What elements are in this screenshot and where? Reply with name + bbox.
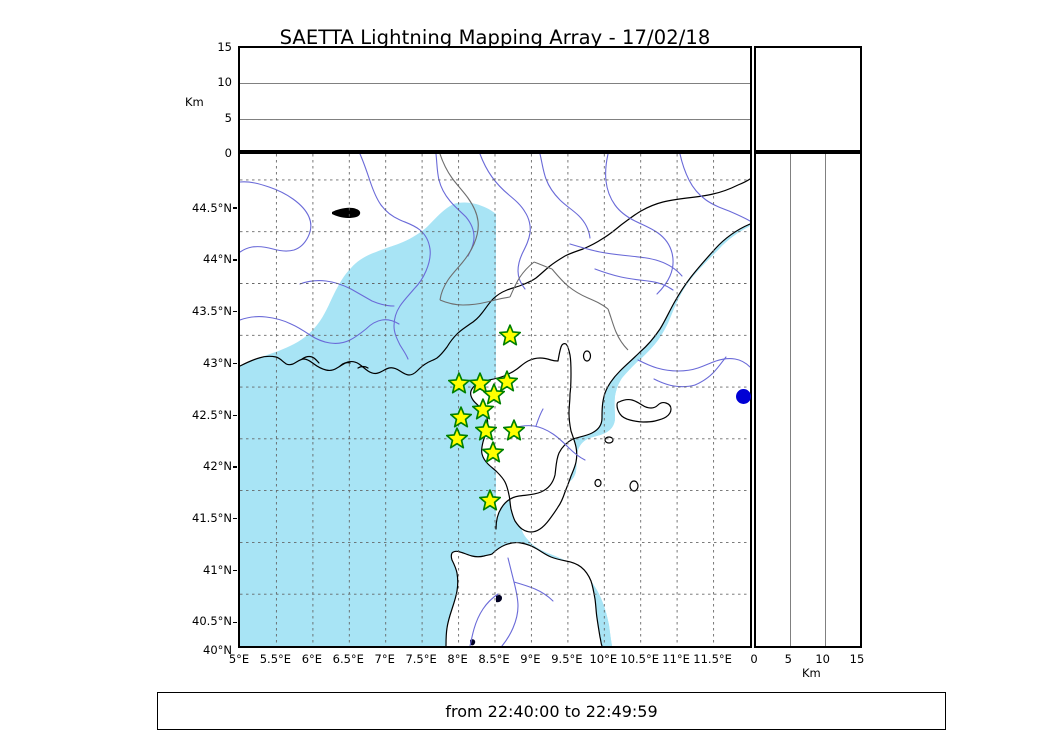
map-panel[interactable] [238, 152, 752, 648]
map-lon-tick-9.5: 9.5°E [551, 652, 583, 666]
map-lat-tick-44: 44°N [203, 252, 232, 266]
lightning-source-marker[interactable] [735, 389, 751, 405]
map-lat-tick-41: 41°N [203, 563, 232, 577]
side-panel-gridline-5 [790, 154, 792, 646]
lma-station-marker[interactable] [479, 489, 502, 511]
side-panel-tick-5: 5 [784, 652, 792, 666]
lma-station-marker[interactable] [446, 427, 469, 449]
map-lat-tick-44.5: 44.5°N [192, 201, 232, 215]
lma-station-marker[interactable] [472, 398, 495, 420]
map-lon-tick-5: 5°E [228, 652, 250, 666]
lma-station-marker[interactable] [448, 372, 471, 394]
map-lon-tick-6: 6°E [301, 652, 323, 666]
lat-tickmark [233, 621, 237, 624]
top-panel-tick-5: 5 [224, 111, 232, 125]
map-lon-tick-8: 8°E [447, 652, 468, 666]
page-title: SAETTA Lightning Mapping Array - 17/02/1… [279, 26, 711, 49]
map-lon-tick-7.5: 7.5°E [405, 652, 437, 666]
top-panel-tick-0: 0 [224, 146, 232, 160]
lma-station-marker[interactable] [474, 419, 497, 441]
top-panel-gridline-5 [240, 118, 750, 120]
map-lon-tick-6.5: 6.5°E [332, 652, 364, 666]
lat-tickmark [233, 466, 237, 468]
map-lat-tick-42: 42°N [203, 459, 232, 473]
side-panel-gridline-10 [824, 154, 826, 646]
map-lon-tick-10: 10°E [589, 652, 618, 666]
lat-tickmark [233, 518, 237, 520]
map-lat-tick-42.5: 42.5°N [192, 408, 232, 422]
corner-panel [754, 46, 862, 152]
lake-geneva [332, 207, 361, 218]
map-lat-tick-40.5: 40.5°N [192, 614, 232, 628]
side-panel-axis-label: Km [802, 666, 821, 680]
lat-tickmark [233, 569, 237, 572]
lma-station-marker[interactable] [449, 405, 472, 428]
map-lat-tick-41.5: 41.5°N [192, 511, 232, 525]
map-lon-tick-9: 9°E [520, 652, 541, 666]
map-lat-tick-40: 40°N [203, 643, 232, 657]
side-panel-tick-10: 10 [815, 652, 830, 666]
lat-tickmark [233, 311, 237, 313]
lat-tickmark [233, 362, 237, 365]
side-height-panel [754, 152, 862, 648]
top-height-panel [238, 46, 752, 152]
time-range-text: from 22:40:00 to 22:49:59 [445, 701, 658, 721]
map-lon-tick-10.5: 10.5°E [620, 652, 659, 666]
lma-station-marker[interactable] [481, 440, 504, 463]
map-lon-tick-5.5: 5.5°E [259, 652, 292, 666]
map-lon-tick-11: 11°E [662, 652, 690, 666]
lma-station-marker[interactable] [469, 372, 492, 394]
side-panel-tick-0: 0 [750, 652, 758, 666]
map-lat-tick-43.5: 43.5°N [192, 304, 232, 318]
lma-station-marker[interactable] [495, 370, 518, 392]
lma-station-marker[interactable] [502, 419, 525, 441]
time-range-box: from 22:40:00 to 22:49:59 [157, 692, 946, 730]
lat-tickmark [233, 414, 237, 416]
lma-station-marker[interactable] [498, 324, 521, 346]
lat-tickmark [233, 259, 237, 261]
top-panel-tick-15: 15 [217, 40, 232, 54]
map-lon-tick-8.5: 8.5°E [478, 652, 510, 666]
top-panel-tick-10: 10 [217, 75, 232, 89]
map-lon-tick-11.5: 11.5°E [693, 652, 732, 666]
map-lat-tick-43: 43°N [203, 356, 232, 370]
map-lon-tick-7: 7°E [374, 652, 395, 666]
lat-tickmark [233, 207, 237, 209]
top-panel-axis-label: Km [185, 95, 204, 109]
side-panel-tick-15: 15 [849, 652, 865, 666]
top-panel-gridline-10 [240, 83, 750, 85]
lma-station-marker[interactable] [482, 382, 505, 405]
